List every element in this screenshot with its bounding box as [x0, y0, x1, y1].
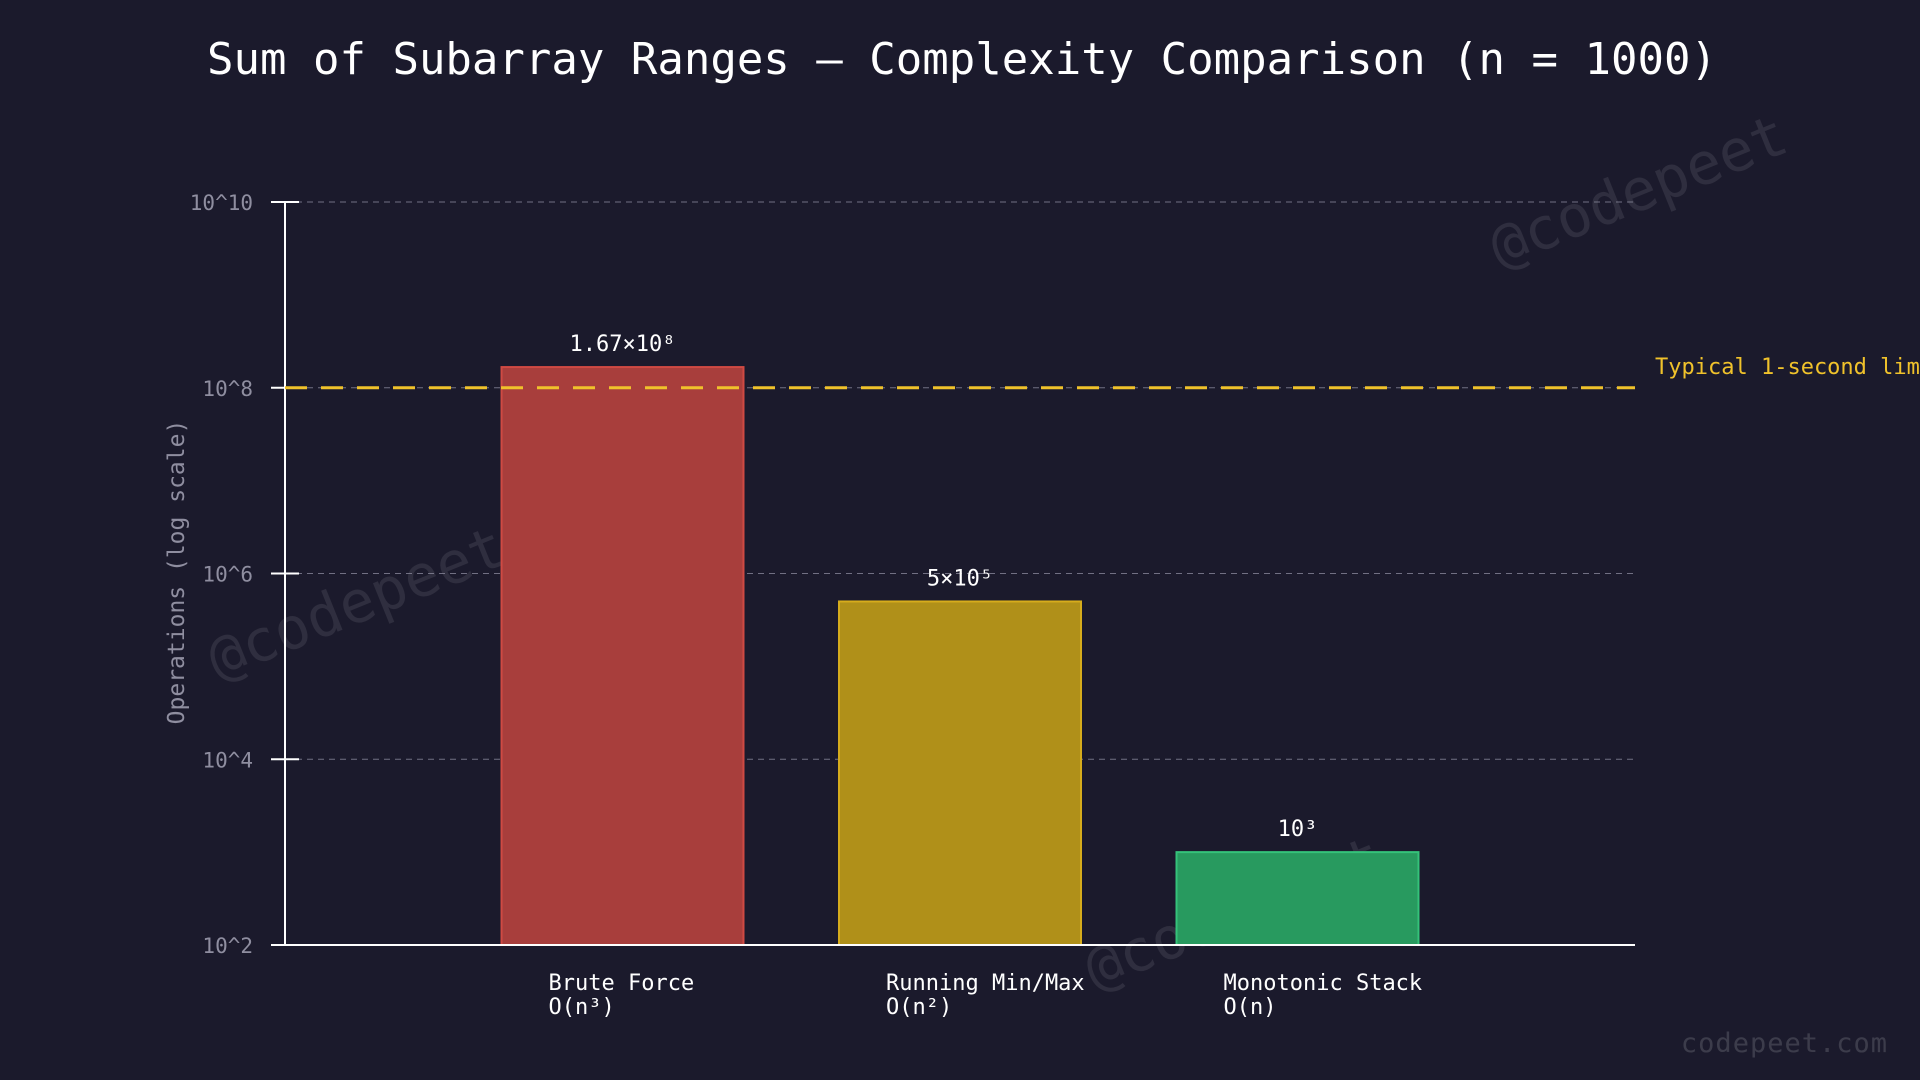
y-tick-label: 10^6: [202, 563, 253, 587]
x-tick-complexity: O(n²): [886, 995, 952, 1020]
watermark: @codepeet: [1480, 100, 1797, 281]
x-tick-complexity: O(n³): [549, 995, 615, 1020]
axis-layer: [271, 201, 1635, 946]
x-tick-complexity: O(n): [1224, 995, 1277, 1020]
bar: [1175, 851, 1420, 946]
bar-value-label: 10³: [1278, 817, 1318, 842]
x-tick-label: Running Min/Max: [886, 971, 1085, 996]
chart-title: Sum of Subarray Ranges — Complexity Comp…: [207, 34, 1717, 85]
y-tick-label: 10^10: [190, 191, 253, 215]
x-tick-label: Monotonic Stack: [1224, 971, 1423, 996]
y-axis-label: Operations (log scale): [164, 420, 190, 725]
bar: [500, 366, 745, 947]
threshold-label: Typical 1-second limit: [1655, 355, 1920, 380]
bar-value-label: 1.67×10⁸: [570, 332, 676, 357]
y-tick-label: 10^2: [202, 934, 253, 958]
y-tick-label: 10^4: [202, 748, 253, 772]
bar-layer: [500, 366, 1420, 947]
label-layer: 10^2 10^4 10^6 10^8 10^10 1.67×10⁸ Brute Force…: [190, 191, 1920, 1020]
bar: [838, 600, 1082, 947]
y-tick-label: 10^8: [202, 377, 253, 401]
bar-value-label: 5×10⁵: [927, 566, 993, 591]
watermark: @codepeet: [198, 512, 515, 693]
footer-site: codepeet.com: [1681, 1028, 1888, 1059]
x-tick-label: Brute Force: [549, 971, 695, 996]
